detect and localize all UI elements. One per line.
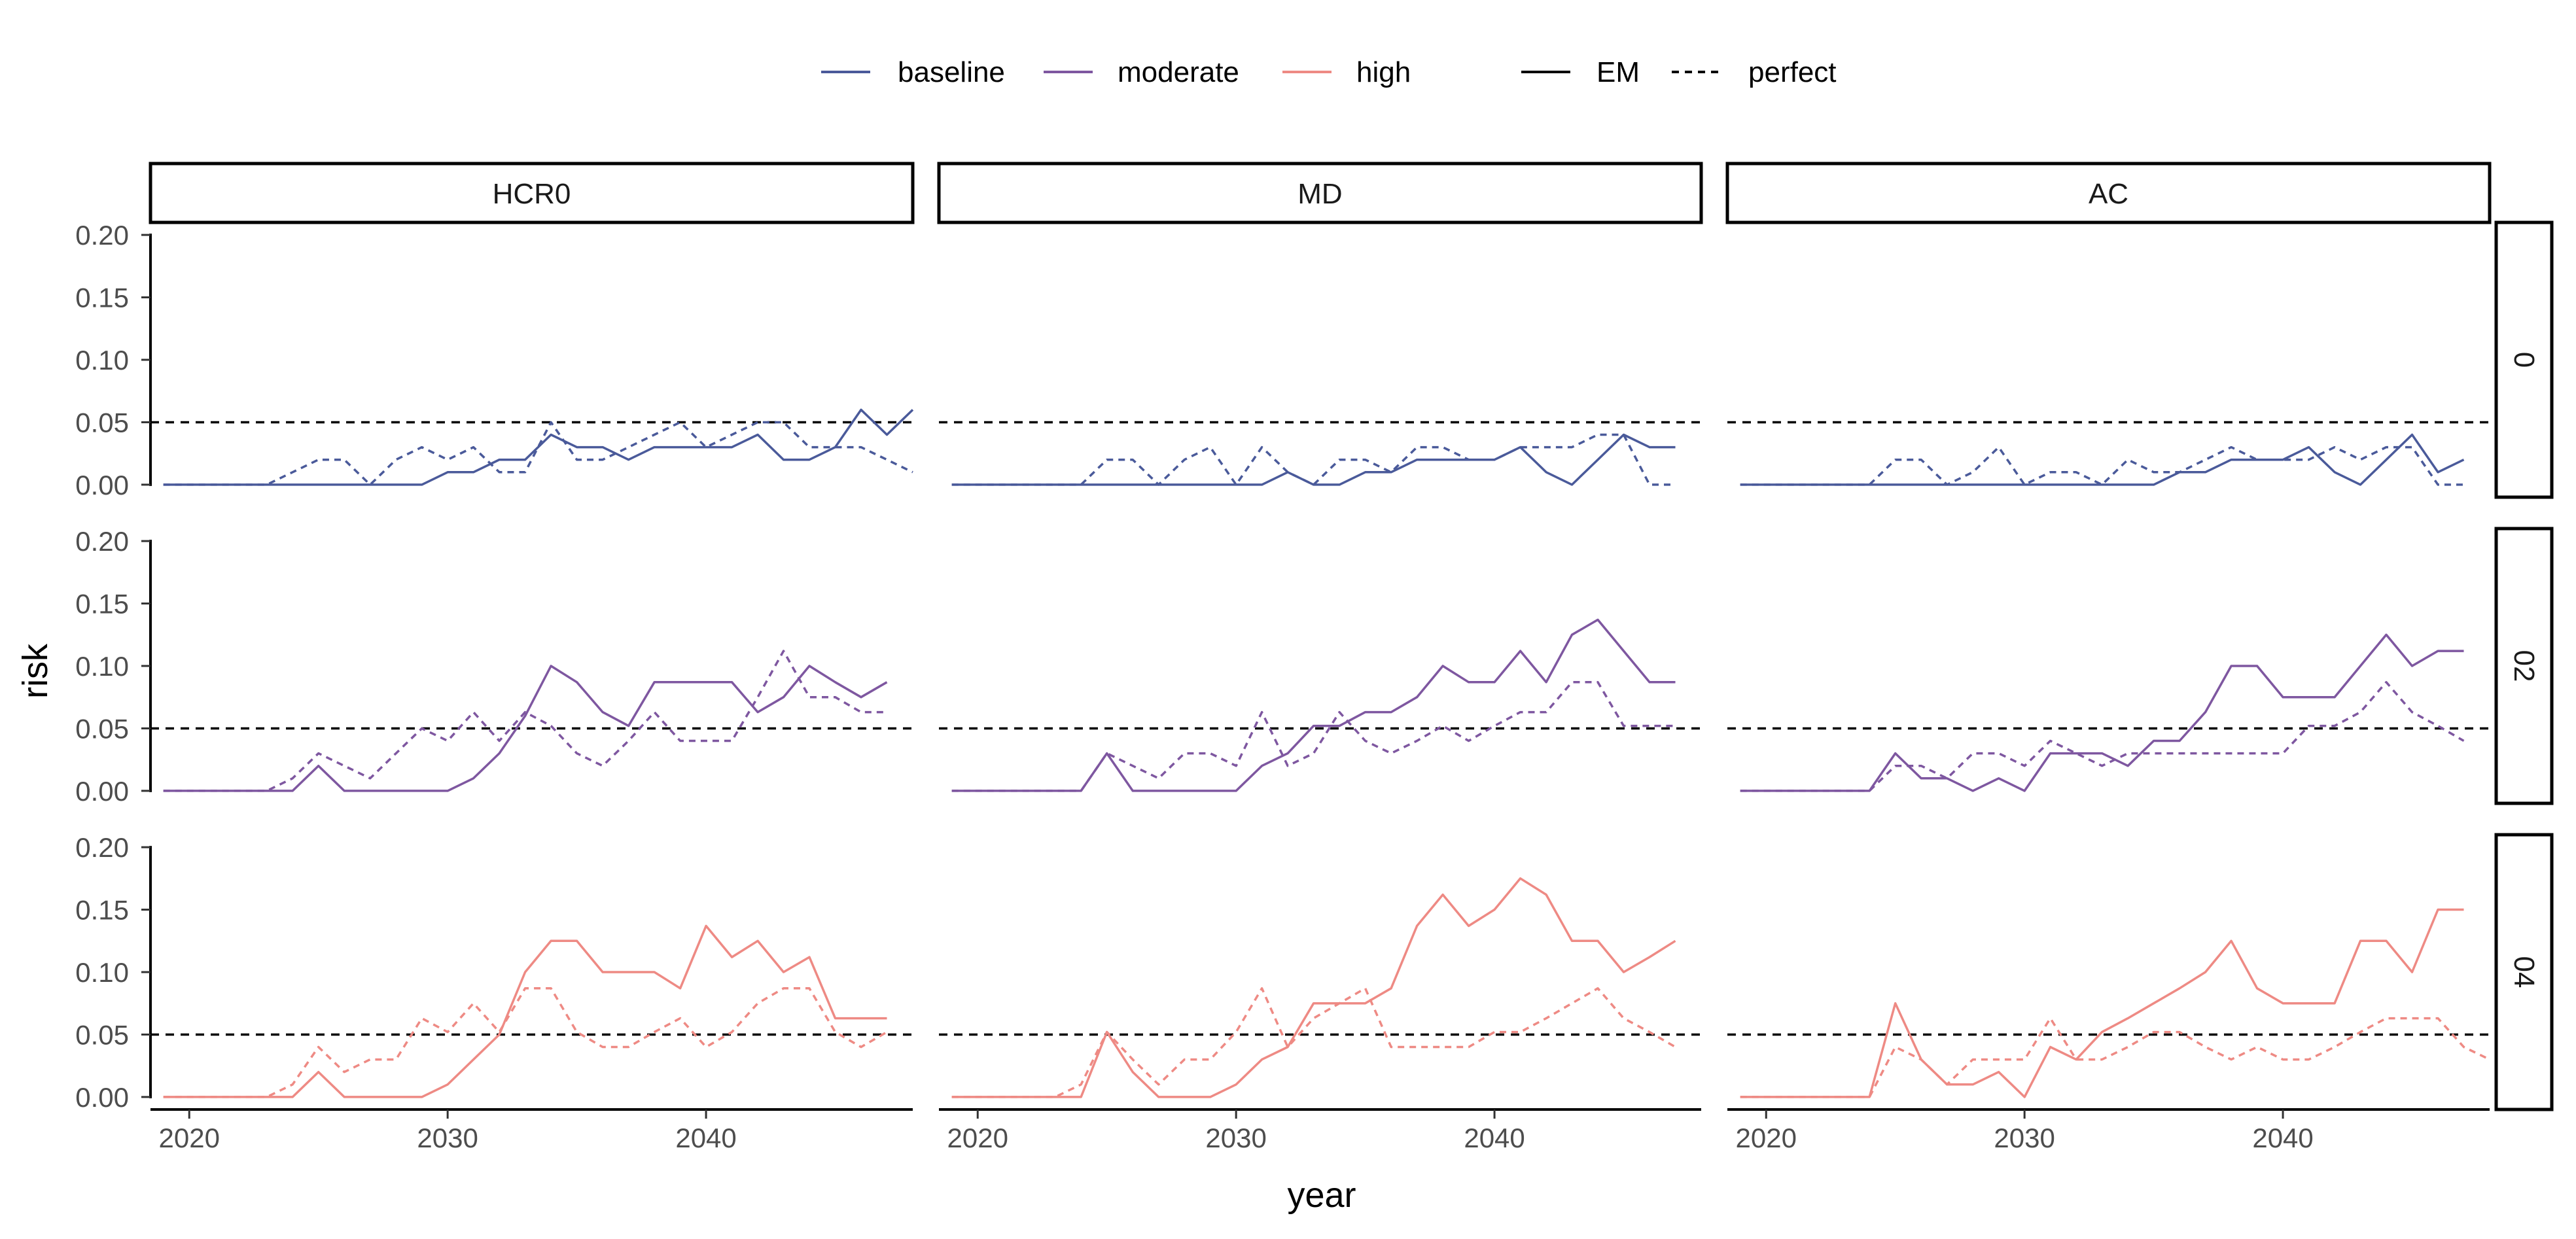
strip-row-label-02: 02 bbox=[2508, 650, 2540, 682]
strip-col-label-HCR0: HCR0 bbox=[493, 178, 571, 210]
series-EM-04-MD bbox=[951, 877, 1676, 1098]
strip-row-label-0: 0 bbox=[2508, 352, 2540, 368]
y-tick-label-row-0: 0.15 bbox=[75, 283, 129, 313]
x-tick-label-col-AC: 2020 bbox=[1736, 1123, 1797, 1153]
series-EM-0-AC bbox=[1740, 433, 2465, 486]
x-tick-label-col-HCR0: 2020 bbox=[159, 1123, 220, 1153]
y-axis-title: risk bbox=[16, 643, 55, 699]
y-tick-label-row-04: 0.20 bbox=[75, 832, 129, 863]
strip-col-AC bbox=[1725, 162, 2492, 224]
y-tick-label-row-02: 0.00 bbox=[75, 776, 129, 807]
series-EM-0-MD bbox=[951, 433, 1676, 486]
series-EM-02-MD bbox=[951, 618, 1676, 792]
x-axis-title: year bbox=[1287, 1176, 1356, 1215]
legend-label-baseline: baseline bbox=[898, 56, 1005, 88]
y-tick-label-row-0: 0.00 bbox=[75, 470, 129, 500]
series-perfect-04-MD bbox=[951, 987, 1676, 1098]
legend-label-moderate: moderate bbox=[1118, 56, 1239, 88]
x-tick-label-col-MD: 2020 bbox=[947, 1123, 1008, 1153]
series-perfect-02-AC bbox=[1740, 681, 2465, 792]
y-tick-label-row-02: 0.05 bbox=[75, 713, 129, 744]
series-EM-02-AC bbox=[1740, 633, 2464, 792]
strip-col-MD bbox=[937, 162, 1703, 224]
strip-row-02 bbox=[2494, 527, 2554, 805]
strip-col-label-AC: AC bbox=[2089, 178, 2128, 210]
x-tick-label-col-HCR0: 2030 bbox=[417, 1123, 478, 1153]
legend-label-high: high bbox=[1356, 56, 1411, 88]
series-EM-04-AC bbox=[1740, 908, 2464, 1098]
y-tick-label-row-04: 0.05 bbox=[75, 1019, 129, 1050]
series-perfect-02-HCR0 bbox=[163, 650, 887, 792]
y-tick-label-row-02: 0.20 bbox=[75, 526, 129, 557]
strip-col-label-MD: MD bbox=[1297, 178, 1342, 210]
y-tick-label-row-0: 0.20 bbox=[75, 220, 129, 251]
series-perfect-0-AC bbox=[1740, 445, 2464, 486]
y-tick-label-row-04: 0.15 bbox=[75, 895, 129, 926]
y-tick-label-row-02: 0.10 bbox=[75, 651, 129, 682]
series-perfect-0-HCR0 bbox=[163, 421, 913, 486]
series-perfect-04-AC bbox=[1740, 1017, 2490, 1098]
x-tick-label-col-AC: 2030 bbox=[1994, 1123, 2055, 1153]
series-perfect-0-MD bbox=[951, 433, 1676, 486]
x-tick-label-col-HCR0: 2040 bbox=[675, 1123, 736, 1153]
strip-col-HCR0 bbox=[149, 162, 915, 224]
y-tick-label-row-0: 0.05 bbox=[75, 407, 129, 438]
series-perfect-02-MD bbox=[951, 681, 1676, 792]
strip-row-label-04: 04 bbox=[2508, 956, 2540, 988]
series-perfect-04-HCR0 bbox=[163, 987, 888, 1098]
strip-row-04 bbox=[2494, 833, 2554, 1111]
y-tick-label-row-0: 0.10 bbox=[75, 345, 129, 375]
legend-label-EM: EM bbox=[1597, 56, 1640, 88]
strip-row-0 bbox=[2494, 220, 2554, 499]
x-tick-label-col-AC: 2040 bbox=[2252, 1123, 2313, 1153]
y-tick-label-row-02: 0.15 bbox=[75, 589, 129, 620]
series-EM-04-HCR0 bbox=[163, 924, 887, 1098]
x-tick-label-col-MD: 2040 bbox=[1464, 1123, 1525, 1153]
series-EM-02-HCR0 bbox=[163, 665, 888, 792]
y-tick-label-row-04: 0.00 bbox=[75, 1082, 129, 1113]
series-EM-0-HCR0 bbox=[163, 408, 914, 486]
y-tick-label-row-04: 0.10 bbox=[75, 957, 129, 988]
x-tick-label-col-MD: 2030 bbox=[1205, 1123, 1266, 1153]
legend-label-perfect: perfect bbox=[1748, 56, 1837, 88]
